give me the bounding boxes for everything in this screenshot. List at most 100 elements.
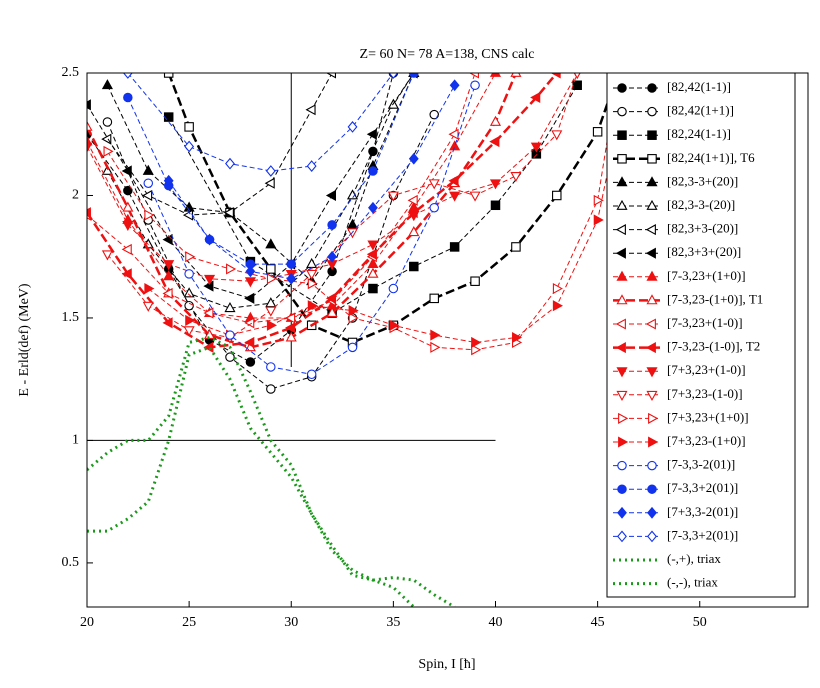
marker <box>408 211 420 222</box>
marker <box>306 257 318 268</box>
marker <box>224 301 236 313</box>
marker <box>646 199 658 210</box>
marker <box>87 142 93 153</box>
y-tick-label: 2 <box>72 188 79 203</box>
marker <box>203 307 214 319</box>
marker <box>616 199 628 210</box>
marker <box>647 130 657 140</box>
marker <box>616 176 628 187</box>
marker <box>87 207 91 219</box>
marker <box>510 171 522 183</box>
x-tick-label: 50 <box>693 615 707 630</box>
legend-label: [82,3-3+(20)] <box>667 173 738 188</box>
marker <box>306 369 317 380</box>
marker <box>163 174 174 187</box>
marker <box>512 332 523 344</box>
marker <box>648 412 659 424</box>
marker <box>122 201 134 212</box>
marker <box>367 257 379 268</box>
marker <box>121 165 132 177</box>
marker <box>325 189 337 202</box>
marker <box>122 73 133 79</box>
y-axis-label: E - Erld(def) (MeV) <box>17 283 32 396</box>
legend-label: (-,-), triax <box>667 575 718 590</box>
marker <box>430 329 441 341</box>
marker <box>552 283 563 295</box>
marker <box>646 367 658 378</box>
legend-label: [7-3,23+(1+0)] <box>667 268 746 283</box>
marker <box>266 264 276 274</box>
marker <box>184 140 195 153</box>
marker <box>144 209 155 221</box>
marker <box>618 436 629 448</box>
marker <box>163 270 175 281</box>
marker <box>285 312 296 324</box>
marker <box>264 177 275 189</box>
marker <box>645 318 656 330</box>
series-line <box>147 121 619 343</box>
marker <box>469 191 481 202</box>
marker <box>572 80 582 90</box>
marker <box>266 362 276 372</box>
plot-area <box>87 73 625 607</box>
marker <box>645 247 656 259</box>
series-line <box>106 114 435 390</box>
x-axis-label: Spin, I [ħ] <box>418 657 475 672</box>
marker <box>347 342 358 353</box>
marker <box>615 342 626 354</box>
marker <box>183 287 195 298</box>
marker <box>647 506 657 519</box>
marker <box>266 384 276 394</box>
series-line <box>87 335 456 607</box>
marker <box>615 224 626 236</box>
marker <box>87 99 91 111</box>
legend-label: (-,+), triax <box>667 551 721 566</box>
marker <box>162 234 173 246</box>
marker <box>123 92 133 103</box>
series-line <box>107 73 619 351</box>
marker <box>204 233 215 246</box>
marker <box>142 301 154 312</box>
marker <box>142 164 154 175</box>
marker <box>265 306 277 317</box>
series-line <box>87 73 558 349</box>
marker <box>245 357 256 367</box>
marker <box>449 242 460 252</box>
legend-label: [82,24(1-1)] <box>667 126 731 141</box>
marker <box>223 207 234 219</box>
marker <box>347 120 358 133</box>
marker <box>285 331 297 342</box>
marker <box>647 83 657 93</box>
marker <box>87 120 93 131</box>
marker <box>368 146 378 157</box>
marker <box>489 136 500 148</box>
marker <box>101 164 113 175</box>
marker <box>448 175 459 187</box>
series-line <box>127 73 394 172</box>
marker <box>408 226 420 237</box>
marker <box>617 130 627 140</box>
marker <box>647 154 657 164</box>
marker <box>285 322 296 334</box>
marker <box>307 300 318 312</box>
x-tick-label: 45 <box>591 615 605 630</box>
marker <box>306 269 318 281</box>
marker <box>573 73 581 80</box>
legend-label: [82,3-3-(20)] <box>667 197 735 212</box>
marker <box>550 73 561 79</box>
marker <box>449 79 460 92</box>
marker <box>593 214 604 226</box>
marker <box>346 228 359 239</box>
marker <box>162 287 173 300</box>
legend: [82,42(1-1)] [82,42(1+1)] [82,24(1-1)] [82,… <box>606 72 796 598</box>
marker <box>429 293 439 304</box>
marker <box>185 314 196 326</box>
marker <box>163 260 175 271</box>
marker <box>266 273 278 285</box>
marker <box>615 318 626 330</box>
marker <box>430 341 441 353</box>
marker <box>244 277 256 288</box>
marker <box>326 306 338 317</box>
marker <box>306 160 317 172</box>
